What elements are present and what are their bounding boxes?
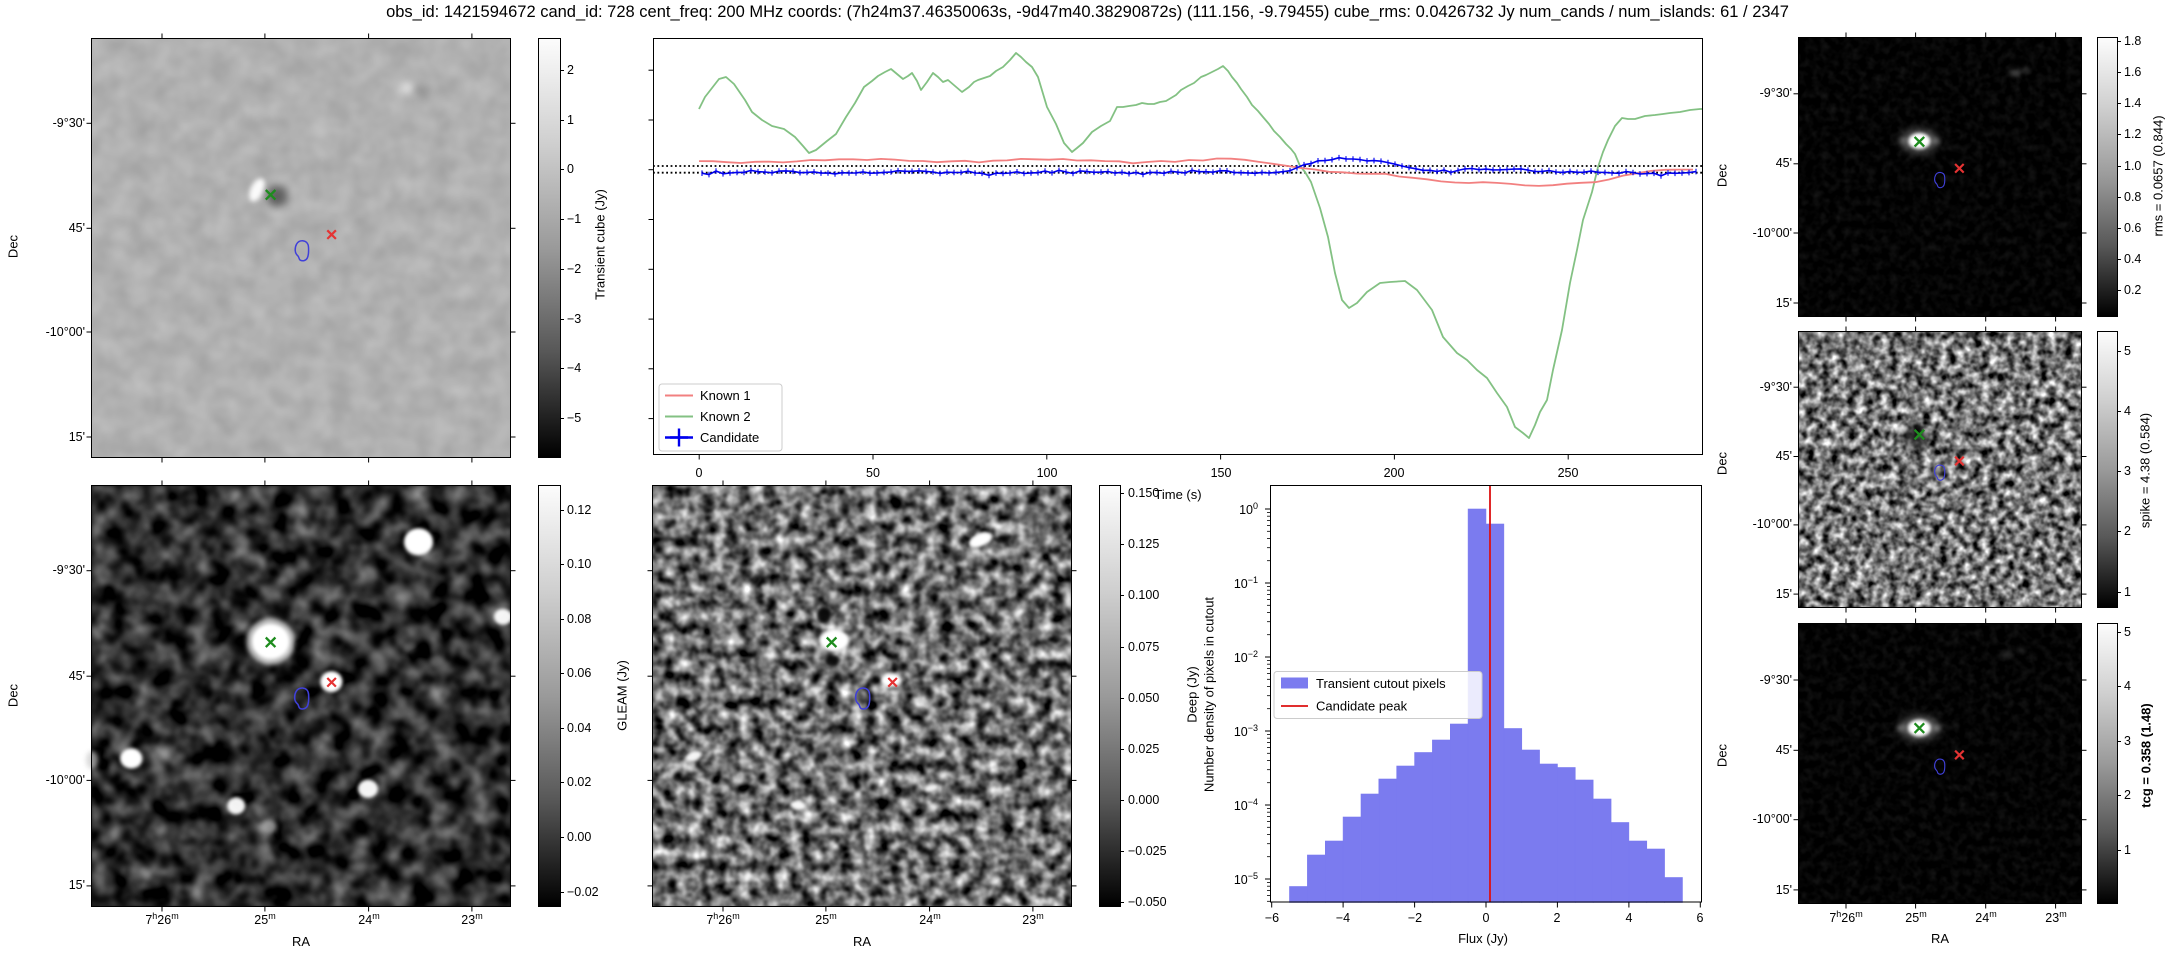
svg-text:Candidate peak: Candidate peak xyxy=(1316,699,1408,714)
svg-text:Known 2: Known 2 xyxy=(700,409,751,424)
svg-text:Known 1: Known 1 xyxy=(700,388,751,403)
svg-text:Candidate: Candidate xyxy=(700,430,759,445)
svg-text:Transient cutout pixels: Transient cutout pixels xyxy=(1316,676,1446,691)
